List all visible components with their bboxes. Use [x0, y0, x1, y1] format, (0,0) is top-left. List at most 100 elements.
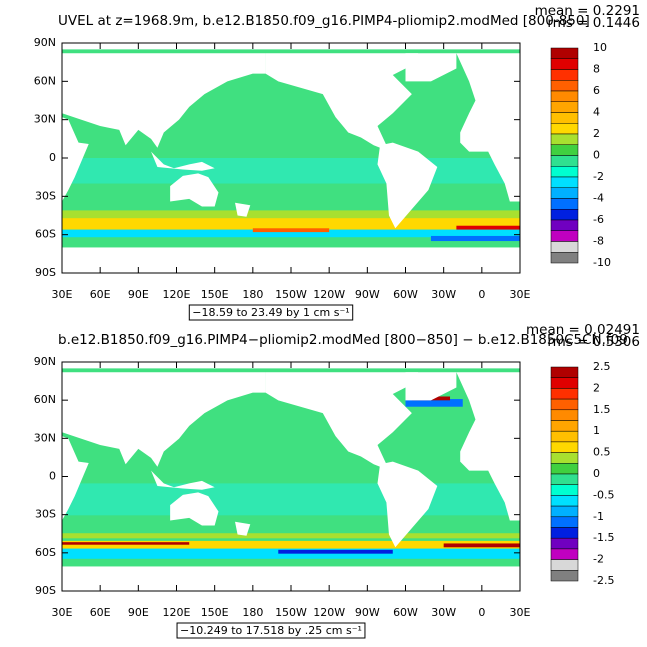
x-tick-label: 60E	[90, 606, 111, 619]
colorbar-box	[550, 101, 579, 113]
colorbar-box	[550, 420, 579, 432]
colorbar-box	[550, 144, 579, 156]
panel-title: b.e12.B1850.f09_g16.PIMP4−pliomip2.modMe…	[58, 332, 628, 348]
x-tick-label: 60W	[393, 606, 418, 619]
y-tick-label: 90N	[34, 355, 56, 368]
colorbar-box	[550, 209, 579, 221]
x-tick-label: 30E	[52, 606, 73, 619]
colorbar-box	[550, 463, 579, 475]
colorbar-label: -2	[593, 170, 604, 183]
colorbar-label: -4	[593, 192, 604, 205]
colorbar-label: -2	[593, 553, 604, 566]
colorbar-label: 1	[593, 424, 600, 437]
colorbar-box	[550, 473, 579, 485]
colorbar-box	[550, 548, 579, 560]
x-tick-label: 150E	[201, 288, 229, 301]
panel-title: UVEL at z=1968.9m, b.e12.B1850.f09_g16.P…	[58, 13, 590, 29]
y-tick-label: 60N	[34, 74, 56, 87]
x-tick-label: 30W	[431, 288, 456, 301]
x-tick-label: 180	[242, 606, 263, 619]
colorbar-label: 1.5	[593, 403, 611, 416]
colorbar-box	[550, 377, 579, 389]
y-tick-label: 60S	[35, 546, 56, 559]
info-label-box	[188, 304, 354, 321]
colorbar-box	[550, 230, 579, 242]
rms-label: rms = 0.5306	[547, 334, 640, 350]
colorbar-box	[550, 505, 579, 518]
colorbar-box	[550, 176, 579, 188]
mean-label: mean = 0.02491	[526, 322, 640, 338]
colorbar-label: 2	[593, 127, 600, 140]
colorbar-box	[550, 112, 579, 124]
colorbar-box	[550, 527, 579, 539]
x-tick-label: 30W	[431, 606, 456, 619]
info-label: −10.249 to 17.518 by .25 cm s⁻¹	[180, 624, 362, 637]
map-field	[62, 362, 520, 593]
info-label-box	[176, 622, 366, 639]
y-tick-label: 30S	[35, 508, 56, 521]
colorbar-box	[550, 166, 579, 178]
colorbar-box	[550, 537, 579, 550]
x-tick-label: 0	[478, 606, 485, 619]
y-tick-label: 0	[49, 151, 56, 164]
colorbar-box	[550, 123, 579, 135]
x-tick-label: 120E	[163, 606, 191, 619]
colorbar-label: 0	[593, 467, 600, 480]
mean-label: mean = 0.2291	[535, 3, 640, 19]
x-tick-label: 180	[242, 288, 263, 301]
colorbar-box	[550, 452, 579, 464]
map-field	[62, 43, 520, 274]
colorbar-box	[550, 187, 579, 199]
x-tick-label: 90W	[355, 606, 380, 619]
colorbar-box	[550, 441, 579, 453]
y-tick-label: 0	[49, 470, 56, 483]
x-tick-label: 30E	[510, 606, 531, 619]
colorbar-label: -8	[593, 235, 604, 248]
y-tick-label: 30S	[35, 189, 56, 202]
colorbar-box	[550, 516, 579, 528]
x-tick-label: 120W	[313, 606, 345, 619]
x-tick-label: 150W	[275, 288, 307, 301]
colorbar-label: 8	[593, 63, 600, 76]
x-tick-label: 150W	[275, 606, 307, 619]
x-tick-label: 60W	[393, 288, 418, 301]
colorbar-label: -6	[593, 213, 604, 226]
colorbar-box	[550, 570, 579, 582]
colorbar-label: 6	[593, 84, 600, 97]
colorbar-label: -1	[593, 510, 604, 523]
colorbar-box	[550, 58, 579, 70]
colorbar-box	[550, 219, 579, 231]
colorbar-box	[550, 155, 579, 167]
x-tick-label: 30E	[52, 288, 73, 301]
colorbar-box	[550, 388, 579, 400]
x-tick-label: 90E	[128, 288, 149, 301]
colorbar-box	[550, 47, 579, 59]
colorbar-label: 2.5	[593, 360, 611, 373]
colorbar-box	[550, 495, 579, 507]
x-tick-label: 30E	[510, 288, 531, 301]
colorbar-label: -2.5	[593, 574, 614, 587]
colorbar-box	[550, 241, 579, 253]
x-tick-label: 60E	[90, 288, 111, 301]
rms-label: rms = 0.1446	[547, 15, 640, 31]
x-tick-label: 150E	[201, 606, 229, 619]
colorbar-box	[550, 409, 579, 421]
colorbar-label: 0.5	[593, 446, 611, 459]
colorbar-box	[550, 559, 579, 571]
y-tick-label: 30N	[34, 431, 56, 444]
info-label: −18.59 to 23.49 by 1 cm s⁻¹	[192, 306, 349, 319]
colorbar-box	[550, 80, 579, 92]
colorbar-box	[550, 198, 579, 210]
colorbar-box	[550, 90, 579, 102]
colorbar-box	[550, 484, 579, 496]
colorbar-label: 4	[593, 106, 600, 119]
x-tick-label: 120E	[163, 288, 191, 301]
y-tick-label: 60N	[34, 393, 56, 406]
colorbar-box	[550, 69, 579, 81]
colorbar-label: 2	[593, 381, 600, 394]
colorbar-label: -10	[593, 256, 611, 269]
x-tick-label: 120W	[313, 288, 345, 301]
colorbar-label: -0.5	[593, 488, 614, 501]
colorbar-box	[550, 398, 579, 411]
y-tick-label: 90S	[35, 584, 56, 597]
